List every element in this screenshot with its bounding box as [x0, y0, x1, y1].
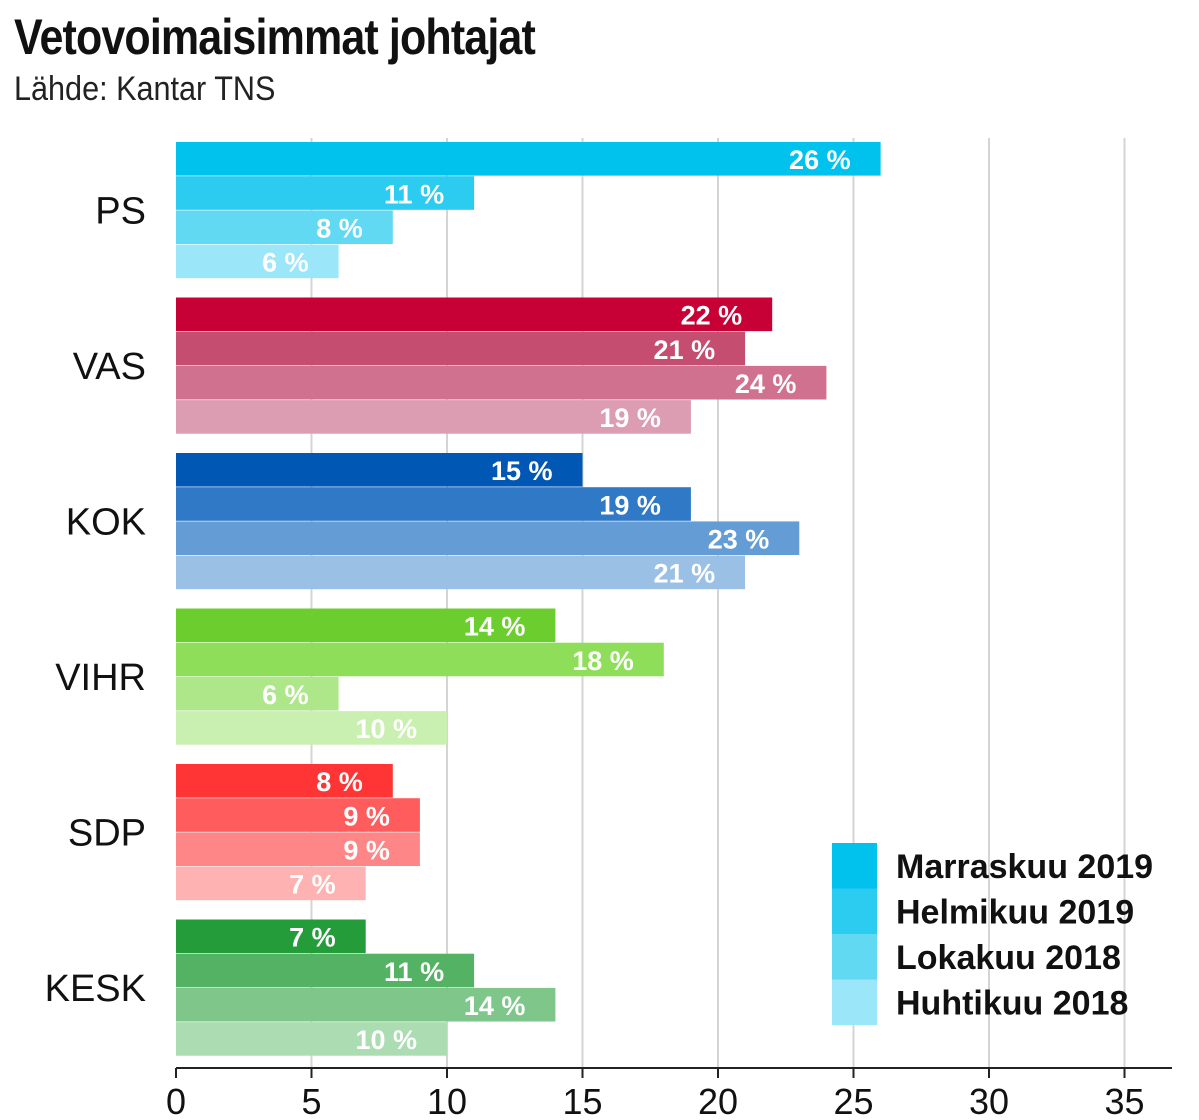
bar-value-label: 7 % [289, 870, 336, 900]
bar-value-label: 11 % [384, 957, 444, 987]
bar-value-label: 21 % [654, 335, 716, 365]
legend-label: Huhtikuu 2018 [896, 985, 1128, 1023]
legend: Marraskuu 2019 Helmikuu 2019 Lokakuu 2018 H… [832, 843, 1153, 1025]
category-label: VAS [73, 346, 146, 388]
bar [176, 244, 339, 279]
bar [176, 676, 339, 711]
bar [176, 919, 366, 954]
chart-source: Lähde: Kantar TNS [14, 70, 276, 108]
legend-swatch [832, 979, 877, 1025]
bar-value-label: 8 % [316, 767, 363, 797]
category-label: VIHR [55, 657, 146, 699]
bar-value-label: 6 % [262, 680, 309, 710]
bar-value-label: 24 % [735, 369, 797, 399]
x-tick-label: 10 [427, 1081, 467, 1120]
bar [176, 453, 583, 487]
bar-value-label: 26 % [789, 145, 851, 175]
bar [176, 764, 393, 798]
x-tick-label: 25 [833, 1081, 873, 1120]
bar [176, 400, 691, 434]
bar-value-label: 6 % [262, 248, 309, 278]
bar [176, 176, 475, 210]
category-label: PS [95, 190, 146, 232]
bars-group: 26 %11 %8 %6 %22 %21 %24 %19 %15 %19 %23… [176, 142, 881, 1056]
bar [176, 608, 556, 643]
bar-value-label: 19 % [599, 490, 661, 520]
bar [176, 142, 881, 176]
bar [176, 487, 691, 521]
bar [176, 210, 393, 244]
bar-value-label: 11 % [384, 179, 444, 209]
bar-value-label: 22 % [681, 301, 743, 331]
bar-value-label: 19 % [599, 403, 661, 433]
bar-value-label: 14 % [464, 612, 526, 642]
bar-value-label: 14 % [464, 991, 526, 1021]
bar [176, 555, 746, 590]
x-tick-label: 0 [166, 1081, 186, 1120]
bar [176, 866, 366, 901]
legend-swatch [832, 934, 877, 980]
x-tick-label: 15 [562, 1081, 602, 1120]
bar [176, 832, 420, 866]
x-tick-label: 35 [1104, 1081, 1144, 1120]
bar-value-label: 8 % [316, 214, 363, 244]
legend-label: Lokakuu 2018 [896, 939, 1121, 977]
bar-value-label: 23 % [708, 525, 770, 555]
category-label: KESK [45, 968, 146, 1010]
legend-swatch [832, 843, 877, 889]
legend-swatch [832, 888, 877, 934]
bar [176, 711, 447, 745]
bar [176, 297, 773, 332]
bar-value-label: 18 % [572, 646, 634, 676]
category-labels: PS VAS KOK VIHR SDP KESK [45, 190, 146, 1010]
legend-label: Helmikuu 2019 [896, 894, 1134, 932]
x-tick-label: 30 [969, 1081, 1009, 1120]
bar [176, 642, 664, 677]
bar-value-label: 21 % [654, 559, 716, 589]
x-axis: 0 5 10 15 20 25 30 35 [166, 1067, 1172, 1120]
legend-label: Marraskuu 2019 [896, 848, 1153, 886]
x-tick-label: 5 [301, 1081, 321, 1120]
bar [176, 1022, 447, 1056]
bar-value-label: 15 % [491, 456, 553, 486]
bar-value-label: 7 % [289, 923, 336, 953]
bar [176, 953, 475, 988]
x-tick-label: 20 [698, 1081, 738, 1120]
bar-value-label: 10 % [355, 714, 417, 744]
bar [176, 521, 800, 555]
chart-title: Vetovoimaisimmat johtajat [14, 9, 536, 65]
category-label: KOK [66, 501, 146, 543]
category-label: SDP [68, 812, 146, 854]
bar [176, 987, 556, 1022]
bar [176, 365, 827, 400]
bar-value-label: 10 % [355, 1025, 417, 1055]
bar [176, 331, 746, 366]
grid-lines [310, 138, 1126, 1068]
bar-value-label: 9 % [343, 836, 390, 866]
bar-value-label: 9 % [343, 801, 390, 831]
bar [176, 798, 420, 832]
